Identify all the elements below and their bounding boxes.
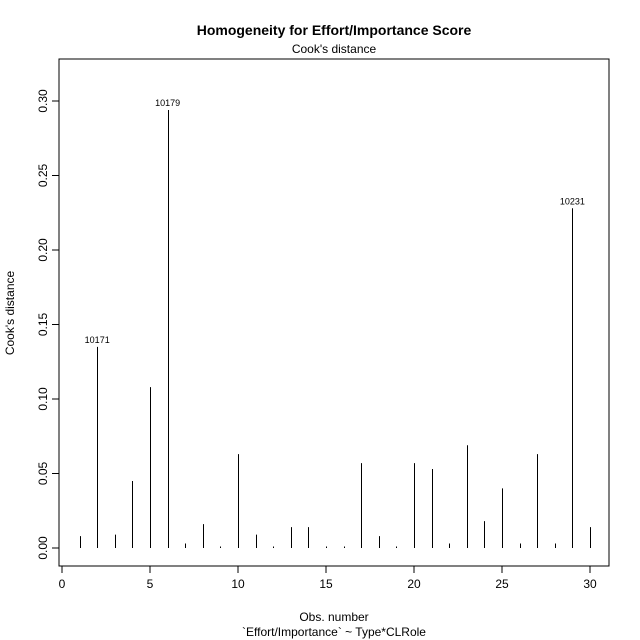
x-axis-label: Obs. number xyxy=(299,610,368,624)
y-tick-label: 0.10 xyxy=(36,387,50,411)
point-annotations: 10171 10179 10231 xyxy=(85,98,585,345)
cooks-distance-bars xyxy=(80,109,591,548)
plot-frame xyxy=(58,58,610,567)
y-tick-label: 0.25 xyxy=(36,163,50,187)
observation-label: 10231 xyxy=(560,196,585,206)
x-tick-label: 10 xyxy=(231,577,245,591)
chart-title: Homogeneity for Effort/Importance Score xyxy=(197,22,472,38)
y-axis-ticks: 0.00 0.05 0.10 0.15 0.20 0.25 0.30 xyxy=(36,89,59,560)
x-tick-label: 5 xyxy=(147,577,154,591)
y-tick-label: 0.30 xyxy=(36,89,50,113)
y-tick-label: 0.20 xyxy=(36,238,50,262)
x-tick-label: 0 xyxy=(59,577,66,591)
x-axis-sublabel: `Effort/Importance` ~ Type*CLRole xyxy=(242,625,426,639)
chart-subtitle: Cook's distance xyxy=(292,42,377,56)
x-axis-ticks: 0 5 10 15 20 25 30 xyxy=(59,566,597,591)
observation-label: 10171 xyxy=(85,335,110,345)
y-axis-label: Cook's distance xyxy=(3,271,17,356)
y-tick-label: 0.05 xyxy=(36,461,50,485)
x-tick-label: 25 xyxy=(495,577,509,591)
y-tick-label: 0.00 xyxy=(36,536,50,560)
observation-label: 10179 xyxy=(155,98,180,108)
x-tick-label: 20 xyxy=(407,577,421,591)
x-tick-label: 15 xyxy=(319,577,333,591)
x-tick-label: 30 xyxy=(583,577,597,591)
y-tick-label: 0.15 xyxy=(36,312,50,336)
